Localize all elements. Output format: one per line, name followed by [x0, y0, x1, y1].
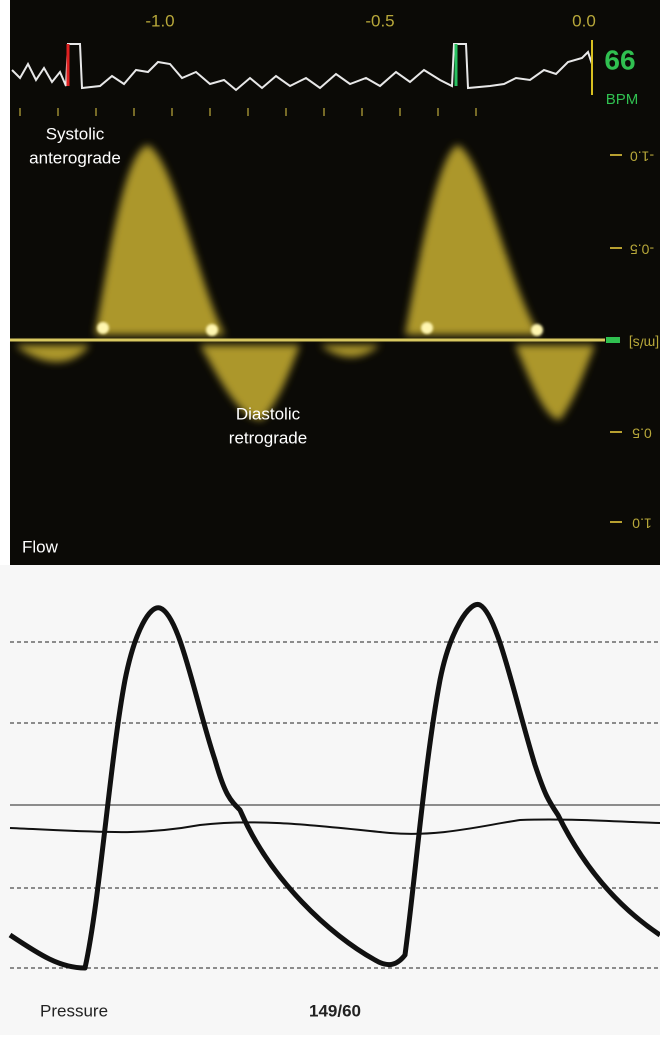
annotation: Diastolic — [236, 404, 301, 423]
blood-pressure: 149/60 — [309, 1001, 361, 1020]
time-label: -1.0 — [145, 11, 174, 30]
heart-rate-unit: BPM — [606, 91, 639, 108]
velocity-label: -1.0 — [630, 148, 654, 164]
pressure-panel — [0, 565, 660, 1035]
panel-label: Pressure — [40, 1001, 108, 1020]
velocity-label: [m/s] — [629, 335, 659, 351]
annotation: Systolic — [46, 124, 105, 143]
velocity-label: 1.0 — [632, 515, 652, 531]
heart-rate: 66 — [604, 44, 635, 75]
annotation: retrograde — [229, 428, 307, 447]
time-label: 0.0 — [572, 11, 596, 30]
panel-label: Flow — [22, 537, 59, 556]
baseline-marker — [606, 337, 620, 343]
figure: -1.0 -0.5 0.0 66 BPM -1.0 -0.5 [m/s] 0.5… — [0, 0, 660, 1035]
page: -1.0 -0.5 0.0 66 BPM -1.0 -0.5 [m/s] 0.5… — [0, 0, 660, 1035]
velocity-label: -0.5 — [630, 241, 654, 257]
time-label: -0.5 — [365, 11, 394, 30]
annotation: anterograde — [29, 148, 121, 167]
velocity-label: 0.5 — [632, 425, 652, 441]
